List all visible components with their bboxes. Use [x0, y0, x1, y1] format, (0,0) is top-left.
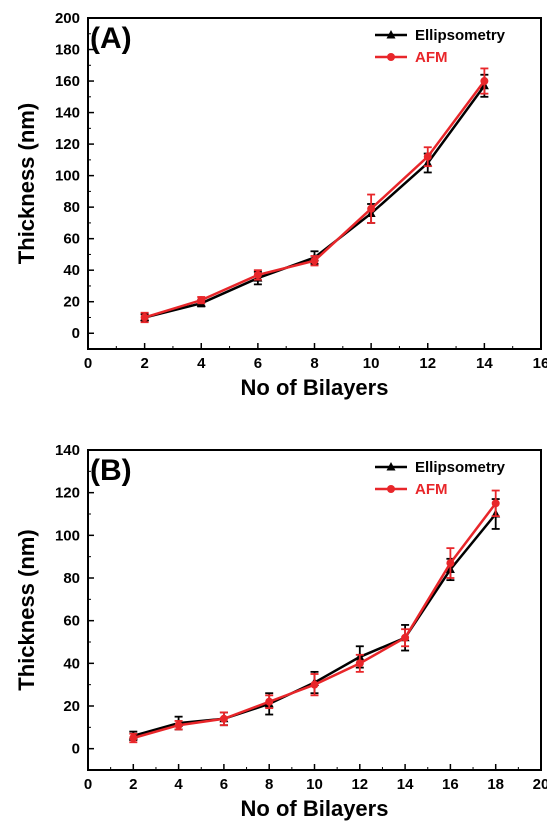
y-tick-label: 140 — [55, 105, 80, 122]
x-tick-label: 12 — [419, 355, 436, 372]
data-point — [174, 721, 183, 730]
x-tick-label: 4 — [174, 776, 183, 793]
y-tick-label: 0 — [72, 741, 80, 758]
y-tick-label: 140 — [55, 442, 80, 459]
legend-label: Ellipsometry — [415, 459, 506, 476]
y-tick-label: 100 — [55, 527, 80, 544]
legend-marker — [386, 462, 396, 471]
x-tick-label: 20 — [533, 776, 547, 793]
x-tick-label: 2 — [129, 776, 137, 793]
data-point — [367, 204, 376, 213]
data-point — [446, 559, 455, 568]
x-tick-label: 0 — [84, 776, 92, 793]
y-tick-label: 200 — [55, 10, 80, 27]
x-tick-label: 10 — [306, 776, 323, 793]
series-line — [144, 80, 486, 319]
data-point — [197, 296, 206, 305]
data-point — [310, 680, 319, 689]
legend-marker — [387, 53, 395, 61]
series-line — [144, 85, 486, 319]
plot-frame — [87, 449, 542, 771]
y-tick-label: 80 — [63, 199, 80, 216]
legend-label: AFM — [415, 49, 448, 66]
y-tick-label: 0 — [72, 325, 80, 342]
chart-panel-1: 0 2 4 6 8 10 12 14 16 18 20 0 20 40 60 80 100 120 140 No of… — [14, 442, 547, 821]
panel-label: (A) — [90, 22, 132, 55]
legend-marker — [386, 30, 396, 39]
y-axis-title: Thickness (nm) — [14, 103, 39, 264]
data-point — [253, 270, 262, 279]
series-line — [132, 502, 497, 740]
series-ellipsometry — [128, 498, 501, 742]
y-tick-label: 40 — [63, 655, 80, 672]
data-point — [355, 659, 364, 668]
y-tick-label: 20 — [63, 698, 80, 715]
legend-marker — [387, 485, 395, 493]
data-point — [129, 734, 138, 742]
legend-label: AFM — [415, 481, 448, 498]
chart-panel-0: 0 2 4 6 8 10 12 14 16020406080100120140160180200… — [14, 10, 547, 400]
x-tick-label: 0 — [84, 355, 92, 372]
y-tick-label: 60 — [63, 613, 80, 630]
y-tick-label: 20 — [63, 294, 80, 311]
x-axis-title: No of Bilayers — [241, 796, 389, 821]
x-tick-label: 16 — [533, 355, 547, 372]
x-tick-label: 8 — [310, 355, 318, 372]
x-tick-label: 12 — [351, 776, 368, 793]
y-tick-label: 60 — [63, 231, 80, 248]
legend-entry: Ellipsometry — [375, 459, 506, 476]
x-tick-label: 4 — [197, 355, 206, 372]
y-tick-label: 80 — [63, 570, 80, 587]
data-point — [265, 697, 274, 706]
series-afm — [129, 489, 500, 744]
legend-label: Ellipsometry — [415, 27, 506, 44]
data-point — [140, 313, 149, 322]
data-point — [310, 256, 319, 265]
x-tick-label: 14 — [397, 776, 414, 793]
y-tick-label: 100 — [55, 168, 80, 185]
x-tick-label: 18 — [487, 776, 504, 793]
y-tick-label: 160 — [55, 73, 80, 90]
data-point — [219, 714, 228, 723]
x-tick-label: 10 — [363, 355, 380, 372]
data-point — [480, 77, 489, 86]
y-tick-label: 40 — [63, 262, 80, 279]
x-tick-label: 2 — [140, 355, 148, 372]
x-tick-label: 16 — [442, 776, 459, 793]
x-tick-label: 6 — [254, 355, 262, 372]
plot-frame — [87, 17, 542, 350]
data-point — [401, 633, 410, 642]
legend-entry: AFM — [375, 49, 448, 66]
legend-entry: AFM — [375, 481, 448, 498]
y-tick-label: 180 — [55, 42, 80, 59]
data-point — [491, 499, 500, 508]
series-ellipsometry — [140, 73, 489, 322]
data-point — [423, 152, 432, 161]
x-tick-label: 6 — [220, 776, 228, 793]
series-afm — [140, 67, 489, 324]
y-axis-title: Thickness (nm) — [14, 529, 39, 690]
legend-entry: Ellipsometry — [375, 27, 506, 44]
x-axis-title: No of Bilayers — [241, 375, 389, 400]
series-line — [132, 513, 497, 738]
x-tick-label: 14 — [476, 355, 493, 372]
x-tick-label: 8 — [265, 776, 273, 793]
y-tick-label: 120 — [55, 136, 80, 153]
panel-label: (B) — [90, 454, 132, 487]
y-tick-label: 120 — [55, 485, 80, 502]
